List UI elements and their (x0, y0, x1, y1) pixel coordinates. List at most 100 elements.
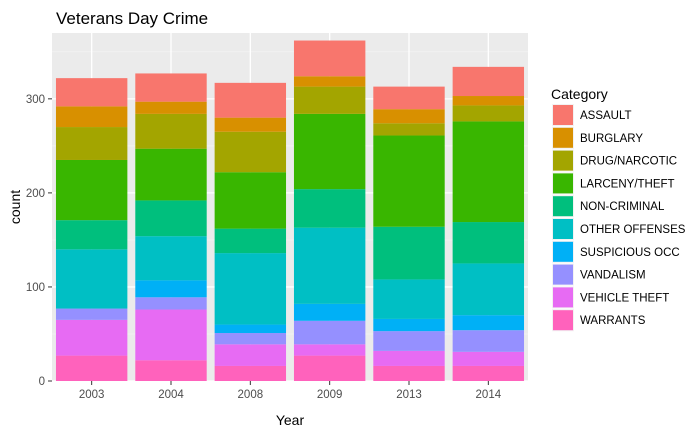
x-tick-label: 2009 (317, 389, 343, 401)
bar-segment (135, 297, 207, 310)
x-tick-label: 2013 (396, 389, 422, 401)
bar-segment (55, 319, 128, 356)
bar-segment (293, 303, 366, 321)
legend-label: VANDALISM (580, 270, 646, 282)
bar-segment (293, 320, 366, 345)
bar-segment (293, 344, 366, 356)
bar-segment (293, 76, 366, 87)
bar-segment (214, 344, 287, 366)
bar-segment (135, 101, 207, 114)
minor-gridlines (52, 51, 528, 335)
x-axis-ticks: 2003 2004 2008 2009 2013 2014 (79, 381, 502, 401)
x-tick-label: 2003 (79, 389, 105, 401)
chart-title: Veterans Day Crime (56, 9, 208, 28)
bar-segment (55, 308, 128, 320)
bar-segment (452, 66, 525, 97)
bar-segment (55, 106, 128, 128)
legend-label: SUSPICIOUS OCC (580, 247, 680, 259)
bar-segment (214, 117, 287, 132)
bar-segment (214, 228, 287, 254)
plot-panel (52, 33, 528, 381)
bar-segment (373, 279, 445, 319)
bar-segment (55, 127, 128, 160)
legend-title: Category (551, 86, 608, 102)
legend-swatch (553, 173, 573, 194)
x-tick-label: 2014 (476, 389, 502, 401)
bar-segment (373, 86, 445, 110)
bar-segment (373, 226, 445, 280)
legend-swatch (553, 219, 573, 239)
bar-segment (452, 96, 525, 106)
bar-segment (293, 40, 366, 77)
bar-segment (135, 309, 207, 361)
bar-segment (135, 236, 207, 281)
bar-segment (214, 324, 287, 334)
legend-label: BURGLARY (580, 133, 643, 145)
x-tick-label: 2004 (158, 389, 184, 401)
bar-segment (135, 148, 207, 201)
legend-label: ASSAULT (580, 110, 632, 122)
legend-label: WARRANTS (580, 315, 646, 327)
legend-label: DRUG/NARCOTIC (580, 156, 677, 168)
bar-segment (373, 135, 445, 227)
legend-swatch (553, 241, 573, 262)
legend-label: LARCENY/THEFT (580, 178, 675, 190)
bar-segment (135, 360, 207, 381)
bar-segment (135, 280, 207, 298)
bar-segment (293, 355, 366, 381)
bar-segment (135, 73, 207, 102)
bar-segment (55, 159, 128, 221)
bar-segment (452, 121, 525, 223)
bar-segment (373, 350, 445, 366)
bar-segment (452, 351, 525, 366)
bar-segment (452, 315, 525, 331)
bar-segment (214, 82, 287, 118)
y-tick-label: 300 (26, 94, 45, 106)
bar-segment (55, 220, 128, 250)
bar-segment (55, 355, 128, 381)
bar-segment (135, 113, 207, 149)
bar-segment (214, 131, 287, 173)
bars (55, 40, 525, 381)
legend-swatch (553, 196, 573, 217)
legend-swatch (553, 150, 573, 171)
legend-swatch (553, 127, 573, 148)
bar-segment (293, 227, 366, 304)
legend-label: NON-CRIMINAL (580, 201, 665, 213)
bar-segment (135, 200, 207, 237)
y-axis-ticks: 0 100 200 300 (26, 94, 52, 388)
legend-swatch (553, 264, 573, 285)
bar-segment (214, 333, 287, 345)
bar-segment (373, 318, 445, 332)
bar-segment (373, 123, 445, 136)
legend-label: OTHER OFFENSES (580, 224, 686, 236)
bar-segment (55, 78, 128, 107)
bar-segment (452, 263, 525, 316)
bar-segment (373, 365, 445, 381)
bar-segment (293, 113, 366, 190)
bar-segment (55, 249, 128, 309)
bar-segment (214, 253, 287, 325)
bar-segment (452, 222, 525, 264)
x-axis-title: Year (276, 412, 305, 428)
bar-segment (373, 109, 445, 124)
bar-segment (293, 86, 366, 114)
legend-label: VEHICLE THEFT (580, 292, 669, 304)
y-tick-label: 100 (26, 282, 45, 294)
bar-segment (293, 189, 366, 228)
bar-segment (452, 365, 525, 381)
y-tick-label: 200 (26, 188, 45, 200)
legend-swatch (553, 310, 573, 331)
bar-segment (452, 330, 525, 352)
bar-segment (214, 172, 287, 229)
x-tick-label: 2008 (238, 389, 264, 401)
bar-segment (373, 331, 445, 351)
y-tick-label: 0 (39, 376, 45, 388)
legend-swatch (553, 105, 573, 125)
legend: Category ASSAULT BURGLARY DRUG/NARCOTIC LAR… (551, 86, 686, 332)
bar-segment (214, 365, 287, 381)
bar-segment (452, 105, 525, 122)
y-axis-title: count (7, 190, 23, 224)
legend-swatch (553, 287, 573, 308)
